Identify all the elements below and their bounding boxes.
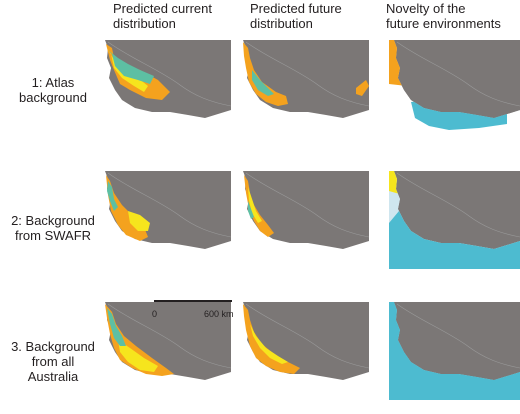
- column-header-current: Predicted current distribution: [113, 1, 212, 31]
- region-boundary: [396, 303, 520, 369]
- map-svg: [100, 302, 231, 400]
- column-header-current-line2: distribution: [113, 16, 176, 31]
- map-future-row1: [238, 40, 369, 138]
- map-future-row2: [238, 171, 369, 269]
- suitable-area: [244, 175, 274, 237]
- row-label-2: 2: Background from SWAFR: [6, 213, 100, 243]
- suitable-area-east: [356, 80, 369, 96]
- region-boundary: [107, 303, 231, 369]
- land-area: [238, 171, 369, 269]
- map-svg: [100, 40, 231, 138]
- row-label-1: 1: Atlas background: [6, 75, 100, 105]
- core-area: [107, 181, 118, 211]
- suitable-area: [243, 42, 288, 106]
- column-header-novelty: Novelty of the future environments: [386, 1, 501, 31]
- region-boundary: [396, 41, 520, 107]
- map-svg: [389, 302, 520, 400]
- scale-bar-start-label: 0: [152, 309, 158, 319]
- suitable-area-secondary: [118, 340, 158, 372]
- region-boundary: [245, 172, 369, 238]
- map-current-row2: [100, 171, 231, 269]
- row-label-1-line1: 1: Atlas: [31, 75, 75, 90]
- column-header-future: Predicted future distribution: [250, 1, 342, 31]
- map-current-row3: [100, 302, 231, 400]
- map-svg: [238, 40, 369, 138]
- map-novelty-row1: [389, 40, 520, 138]
- region-boundary: [245, 303, 369, 369]
- land-area: [238, 40, 369, 138]
- suitable-area: [243, 304, 300, 374]
- land-area: [238, 302, 369, 400]
- column-header-future-line1: Predicted future: [250, 1, 342, 16]
- map-svg: [100, 171, 231, 269]
- map-future-row3: [238, 302, 369, 400]
- suitable-area-secondary: [250, 324, 288, 364]
- land-area: [100, 171, 231, 269]
- scale-bar-line: [154, 300, 232, 302]
- row-label-1-line2: background: [19, 90, 87, 105]
- row-label-3-line1: 3. Background: [11, 339, 95, 354]
- column-header-novelty-line2: future environments: [386, 16, 501, 31]
- region-boundary: [245, 41, 369, 107]
- core-area: [108, 50, 154, 84]
- row-label-2-line2: from SWAFR: [14, 228, 92, 243]
- core-area: [107, 308, 126, 346]
- land-area: [100, 40, 231, 138]
- column-header-novelty-line1: Novelty of the: [386, 1, 466, 16]
- map-novelty-row2: [389, 171, 520, 269]
- suitable-area: [105, 304, 174, 376]
- column-header-future-line2: distribution: [250, 16, 313, 31]
- map-current-row1: [100, 40, 231, 138]
- region-boundary: [107, 172, 231, 238]
- scale-bar-end-label: 600 km: [204, 309, 234, 319]
- region-boundary: [107, 41, 231, 107]
- scale-bar: 0 600 km: [152, 300, 236, 322]
- suitable-area-secondary: [128, 211, 150, 231]
- row-label-2-line1: 2: Background: [11, 213, 95, 228]
- map-svg: [389, 171, 520, 269]
- map-svg: [389, 40, 520, 138]
- suitable-area-secondary: [248, 187, 262, 223]
- core-area: [252, 70, 274, 96]
- column-header-current-line1: Predicted current: [113, 1, 212, 16]
- map-svg: [238, 302, 369, 400]
- region-boundary: [396, 172, 520, 238]
- map-svg: [238, 171, 369, 269]
- row-label-3: 3. Background from all Australia: [6, 339, 100, 384]
- row-label-3-line2: from all Australia: [27, 354, 79, 384]
- map-novelty-row3: [389, 302, 520, 400]
- core-area: [248, 201, 254, 219]
- land-area: [100, 302, 231, 400]
